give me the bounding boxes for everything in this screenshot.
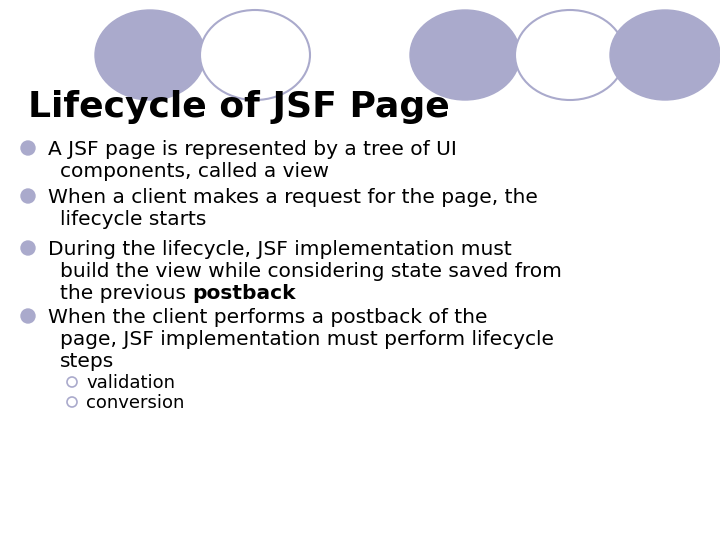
Ellipse shape xyxy=(610,10,720,100)
Text: build the view while considering state saved from: build the view while considering state s… xyxy=(60,262,562,281)
Ellipse shape xyxy=(515,10,625,100)
Ellipse shape xyxy=(410,10,520,100)
Text: steps: steps xyxy=(60,352,114,371)
Text: When the client performs a postback of the: When the client performs a postback of t… xyxy=(48,308,487,327)
Text: components, called a view: components, called a view xyxy=(60,162,329,181)
Text: page, JSF implementation must perform lifecycle: page, JSF implementation must perform li… xyxy=(60,330,554,349)
Circle shape xyxy=(67,377,77,387)
Text: postback: postback xyxy=(192,284,296,303)
Circle shape xyxy=(21,189,35,203)
Text: During the lifecycle, JSF implementation must: During the lifecycle, JSF implementation… xyxy=(48,240,512,259)
Text: lifecycle starts: lifecycle starts xyxy=(60,210,207,229)
Text: A JSF page is represented by a tree of UI: A JSF page is represented by a tree of U… xyxy=(48,140,457,159)
Circle shape xyxy=(21,141,35,155)
Text: validation: validation xyxy=(86,374,175,392)
Ellipse shape xyxy=(200,10,310,100)
Text: Lifecycle of JSF Page: Lifecycle of JSF Page xyxy=(28,90,450,124)
Ellipse shape xyxy=(95,10,205,100)
Text: the previous: the previous xyxy=(60,284,192,303)
Text: conversion: conversion xyxy=(86,394,184,412)
Circle shape xyxy=(67,397,77,407)
Text: When a client makes a request for the page, the: When a client makes a request for the pa… xyxy=(48,188,538,207)
Circle shape xyxy=(21,241,35,255)
Circle shape xyxy=(21,309,35,323)
